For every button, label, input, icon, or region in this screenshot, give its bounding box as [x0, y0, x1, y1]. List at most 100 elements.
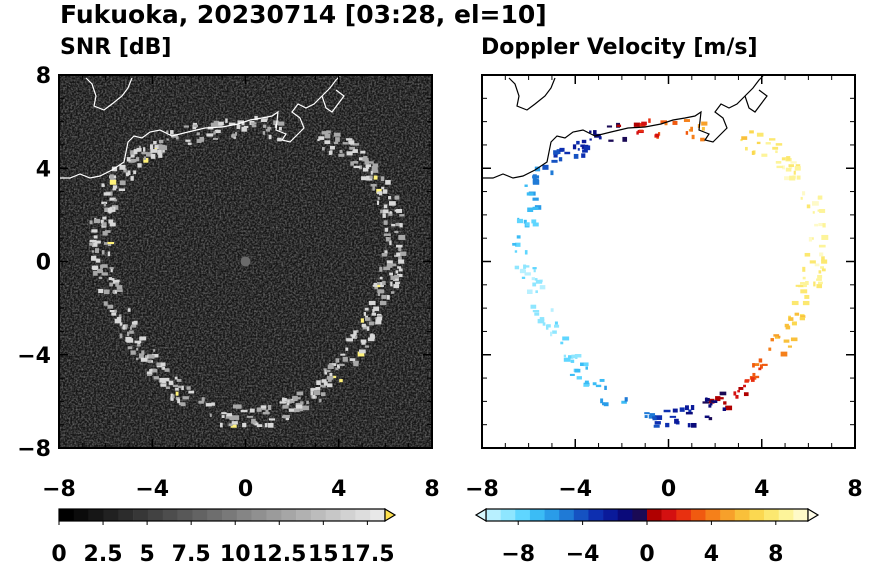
snr-echo-cell [381, 186, 385, 190]
snr-echo-cell [292, 395, 298, 401]
snr-echo-cell [103, 301, 108, 306]
snr-echo-cell [373, 175, 378, 180]
snr-echo-cell [89, 239, 97, 243]
doppler-echo-cell [723, 401, 727, 405]
doppler-echo-cell [780, 351, 788, 357]
doppler-echo-cell [532, 222, 539, 227]
x-tick-label: 4 [754, 477, 769, 502]
doppler-echo-cell [648, 415, 656, 419]
snr-echo-cell [160, 362, 166, 367]
snr-axis-ticks: −8 −4 0 4 8 −8 −4 0 4 8 [17, 64, 439, 502]
snr-echo-cell [332, 375, 337, 379]
doppler-echo-cell [790, 161, 797, 164]
snr-echo-cell [366, 166, 370, 169]
doppler-echo-cell [554, 324, 560, 328]
snr-echo-cell [226, 413, 233, 417]
snr-echo-cell [353, 361, 359, 367]
doppler-echo-cell [710, 403, 713, 406]
snr-echo-cell [376, 313, 382, 317]
doppler-echo-cell [568, 355, 574, 359]
snr-echo-cell [95, 258, 101, 263]
snr-echo-cell [150, 153, 156, 159]
snr-echo-cell [377, 282, 383, 287]
snr-echo-cell [377, 289, 385, 294]
doppler-echo-cell [725, 405, 733, 411]
snr-echo-cell [127, 346, 133, 350]
snr-echo-cell [130, 154, 135, 158]
snr-echo-cell [328, 151, 332, 155]
snr-echo-cell [351, 336, 358, 339]
y-tick-label: 8 [36, 64, 51, 89]
snr-echo-cell [236, 124, 241, 129]
snr-echo-cell [346, 151, 353, 156]
doppler-echo-cell [532, 282, 537, 287]
doppler-echo-cell [559, 147, 565, 152]
snr-echo-cell [89, 220, 93, 225]
snr-echo-cell [123, 324, 128, 328]
colorbar-swatch [603, 509, 619, 521]
snr-echo-cell [394, 230, 399, 234]
snr-echo-cell [262, 117, 269, 121]
doppler-echo-cell [581, 139, 587, 144]
colorbar-swatch [222, 509, 238, 521]
snr-echo-cell [391, 223, 396, 227]
doppler-echo-cell [768, 347, 772, 351]
snr-echo-cell [386, 263, 393, 268]
colorbar-swatch [632, 509, 648, 521]
snr-echo-cell [342, 356, 348, 362]
snr-echo-cell [321, 385, 326, 388]
doppler-echo-cell [604, 385, 607, 390]
snr-echo-cell [385, 236, 390, 242]
snr-echo-cell [109, 179, 117, 185]
doppler-echo-cell [819, 252, 824, 257]
colorbar-tick-label: 5 [139, 542, 154, 567]
doppler-echo-cell [514, 250, 518, 253]
doppler-echo-cell [704, 415, 710, 419]
snr-echo-cell [383, 233, 391, 236]
snr-echo-cell [98, 288, 104, 294]
snr-echo-cell [153, 349, 156, 352]
snr-echo-cell [278, 126, 282, 131]
doppler-echo-cell [775, 150, 778, 154]
doppler-echo-cell [679, 407, 685, 412]
doppler-echo-cell [593, 130, 597, 135]
snr-echo-cell [237, 120, 244, 124]
doppler-echo-cell [583, 384, 590, 387]
snr-echo-cell [358, 157, 366, 161]
snr-echo-cell [101, 250, 105, 255]
snr-echo-cell [143, 157, 149, 163]
doppler-echo-cell [524, 265, 530, 268]
doppler-echo-cell [756, 132, 764, 137]
doppler-colorbar [474, 507, 820, 525]
snr-echo-cell [150, 149, 158, 153]
snr-echo-cell [164, 368, 170, 372]
colorbar-swatch [251, 509, 267, 521]
snr-echo-cell [100, 219, 104, 224]
doppler-echo-cell [648, 118, 651, 123]
doppler-echo-cell [672, 120, 678, 125]
doppler-echo-cell [774, 336, 781, 339]
snr-echo-cell [109, 197, 116, 201]
doppler-echo-cell [773, 334, 780, 337]
snr-echo-cell [382, 280, 386, 286]
snr-echo-cell [388, 211, 393, 216]
colorbar-swatch [588, 509, 604, 521]
snr-echo-cell [143, 147, 146, 152]
snr-echo-cell [381, 252, 388, 257]
doppler-echo-cell [800, 282, 805, 285]
snr-echo-cell [133, 149, 138, 155]
snr-echo-cell [352, 360, 359, 364]
snr-echo-cell [369, 334, 375, 339]
snr-echo-cell [398, 256, 402, 261]
snr-echo-cell [113, 199, 118, 202]
snr-echo-cell [287, 400, 291, 403]
doppler-echo-cell [715, 396, 721, 402]
doppler-echo-cell [624, 397, 628, 402]
doppler-echo-cell [550, 331, 553, 337]
colorbar-swatch [793, 509, 809, 521]
doppler-echo-cell [562, 336, 570, 341]
snr-echo-cell [103, 192, 111, 196]
snr-echo-cell [289, 400, 295, 403]
doppler-echo-cell [532, 174, 537, 179]
